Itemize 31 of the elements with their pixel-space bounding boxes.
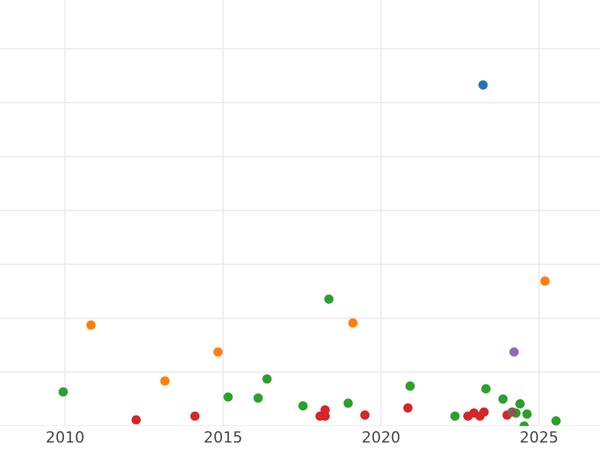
point xyxy=(405,381,415,391)
point xyxy=(360,410,370,420)
x-tick-label: 2015 xyxy=(204,431,242,443)
point xyxy=(298,401,308,411)
point xyxy=(478,80,488,90)
point xyxy=(403,403,413,413)
point xyxy=(508,407,517,417)
point xyxy=(262,374,272,384)
point xyxy=(450,411,460,421)
point xyxy=(223,392,233,402)
point xyxy=(540,276,550,286)
point xyxy=(348,318,358,328)
point xyxy=(86,320,96,330)
point xyxy=(498,394,508,404)
point xyxy=(213,347,223,357)
point xyxy=(253,393,263,403)
point xyxy=(481,384,491,394)
point xyxy=(190,411,200,421)
point xyxy=(324,294,334,304)
point xyxy=(344,398,353,408)
x-tick-label: 2020 xyxy=(362,431,400,443)
x-tick-label: 2010 xyxy=(46,431,84,443)
point xyxy=(515,399,525,408)
point xyxy=(58,387,68,397)
point xyxy=(509,347,519,357)
point xyxy=(132,415,141,425)
point xyxy=(160,376,170,386)
x-tick-label: 2025 xyxy=(520,431,558,443)
point xyxy=(551,416,561,426)
point xyxy=(522,409,532,419)
point xyxy=(479,407,489,417)
